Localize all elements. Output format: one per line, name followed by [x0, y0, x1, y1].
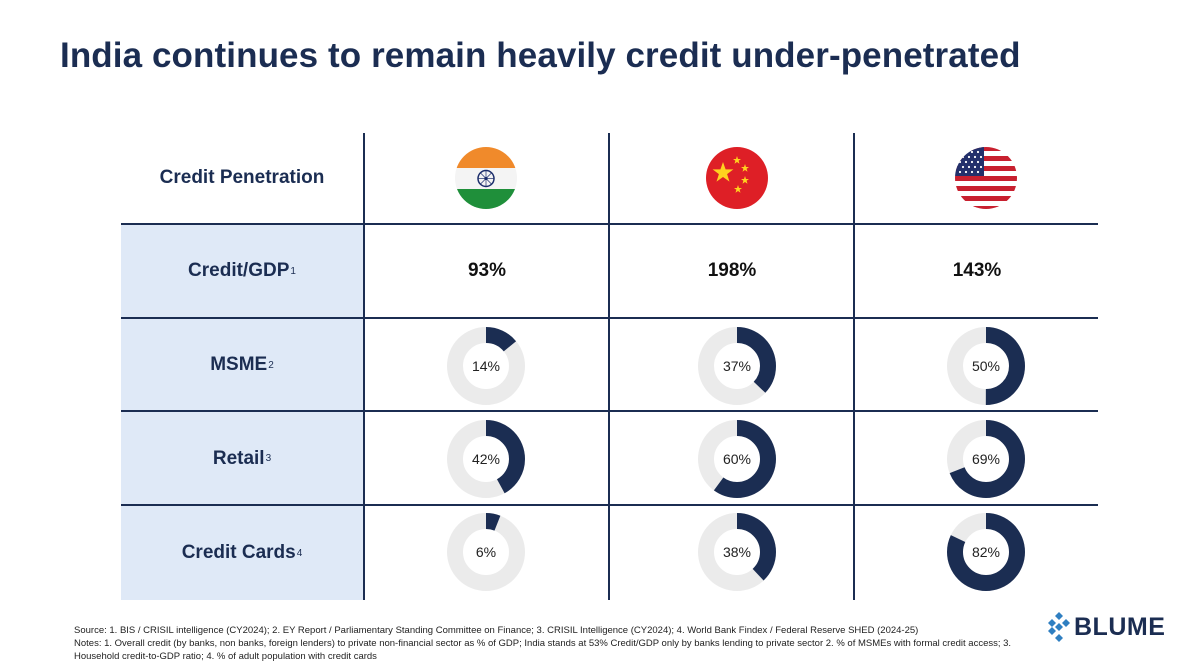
row-label-credit-gdp: Credit/GDP 1	[121, 224, 363, 318]
donut-retail-china: 60%	[698, 420, 776, 498]
donut-value-label: 37%	[723, 358, 751, 374]
footer-notes: Source: 1. BIS / CRISIL intelligence (CY…	[74, 624, 1054, 663]
india-flag-icon	[455, 147, 517, 209]
donut-slice	[698, 420, 776, 498]
grid-line	[853, 133, 855, 600]
donut-msme-usa: 50%	[947, 327, 1025, 405]
donut-credit-cards-usa: 82%	[947, 513, 1025, 591]
donut-msme-india: 14%	[447, 327, 525, 405]
donut-slice	[947, 420, 1025, 498]
donut-value-label: 60%	[723, 451, 751, 467]
footnote-marker: 4	[296, 547, 303, 559]
donut-slice	[447, 513, 525, 591]
row-label-text: Retail	[212, 447, 265, 469]
grid-line	[363, 133, 365, 600]
credit-gdp-usa: 143%	[952, 260, 1002, 281]
donut-slice	[447, 420, 525, 498]
donut-value-label: 82%	[972, 544, 1000, 560]
donut-retail-usa: 69%	[947, 420, 1025, 498]
row-label-text: Credit/GDP	[188, 260, 290, 281]
footnote-marker: 2	[268, 359, 274, 371]
donut-msme-china: 37%	[698, 327, 776, 405]
header-label-text: Credit Penetration	[159, 167, 325, 188]
donut-value-label: 50%	[972, 358, 1000, 374]
notes-text: Notes: 1. Overall credit (by banks, non …	[74, 638, 1012, 662]
donut-slice	[447, 327, 525, 405]
donut-credit-cards-india: 6%	[447, 513, 525, 591]
logo-text: BLUME	[1074, 612, 1166, 641]
row-label-msme: MSME 2	[121, 319, 363, 411]
donut-slice	[698, 513, 776, 591]
credit-gdp-india: 93%	[467, 260, 507, 281]
row-label-credit-cards: Credit Cards 4	[121, 506, 363, 600]
donut-credit-cards-china: 38%	[698, 513, 776, 591]
donut-value-label: 6%	[476, 544, 496, 560]
donut-slice	[947, 327, 1025, 405]
footnote-marker: 3	[265, 453, 272, 464]
source-text: Source: 1. BIS / CRISIL intelligence (CY…	[74, 625, 919, 636]
blume-logo-icon	[1048, 612, 1070, 642]
credit-gdp-china: 198%	[707, 260, 757, 281]
donut-slice	[947, 513, 1025, 591]
donut-value-label: 38%	[723, 544, 751, 560]
footnote-marker: 1	[290, 265, 296, 277]
blume-logo: BLUME	[1048, 612, 1165, 642]
donut-retail-india: 42%	[447, 420, 525, 498]
donut-value-label: 14%	[472, 358, 500, 374]
donut-value-label: 42%	[472, 451, 500, 467]
donut-value-label: 69%	[972, 451, 1000, 467]
row-label-text: MSME	[210, 354, 268, 375]
usa-flag-icon	[955, 147, 1017, 209]
header-label: Credit Penetration	[121, 133, 363, 223]
grid-line	[608, 133, 610, 600]
page-title: India continues to remain heavily credit…	[60, 36, 1021, 75]
row-label-retail: Retail 3	[121, 412, 363, 505]
row-label-text: Credit Cards	[181, 542, 296, 563]
donut-slice	[698, 327, 776, 405]
china-flag-icon	[706, 147, 768, 209]
